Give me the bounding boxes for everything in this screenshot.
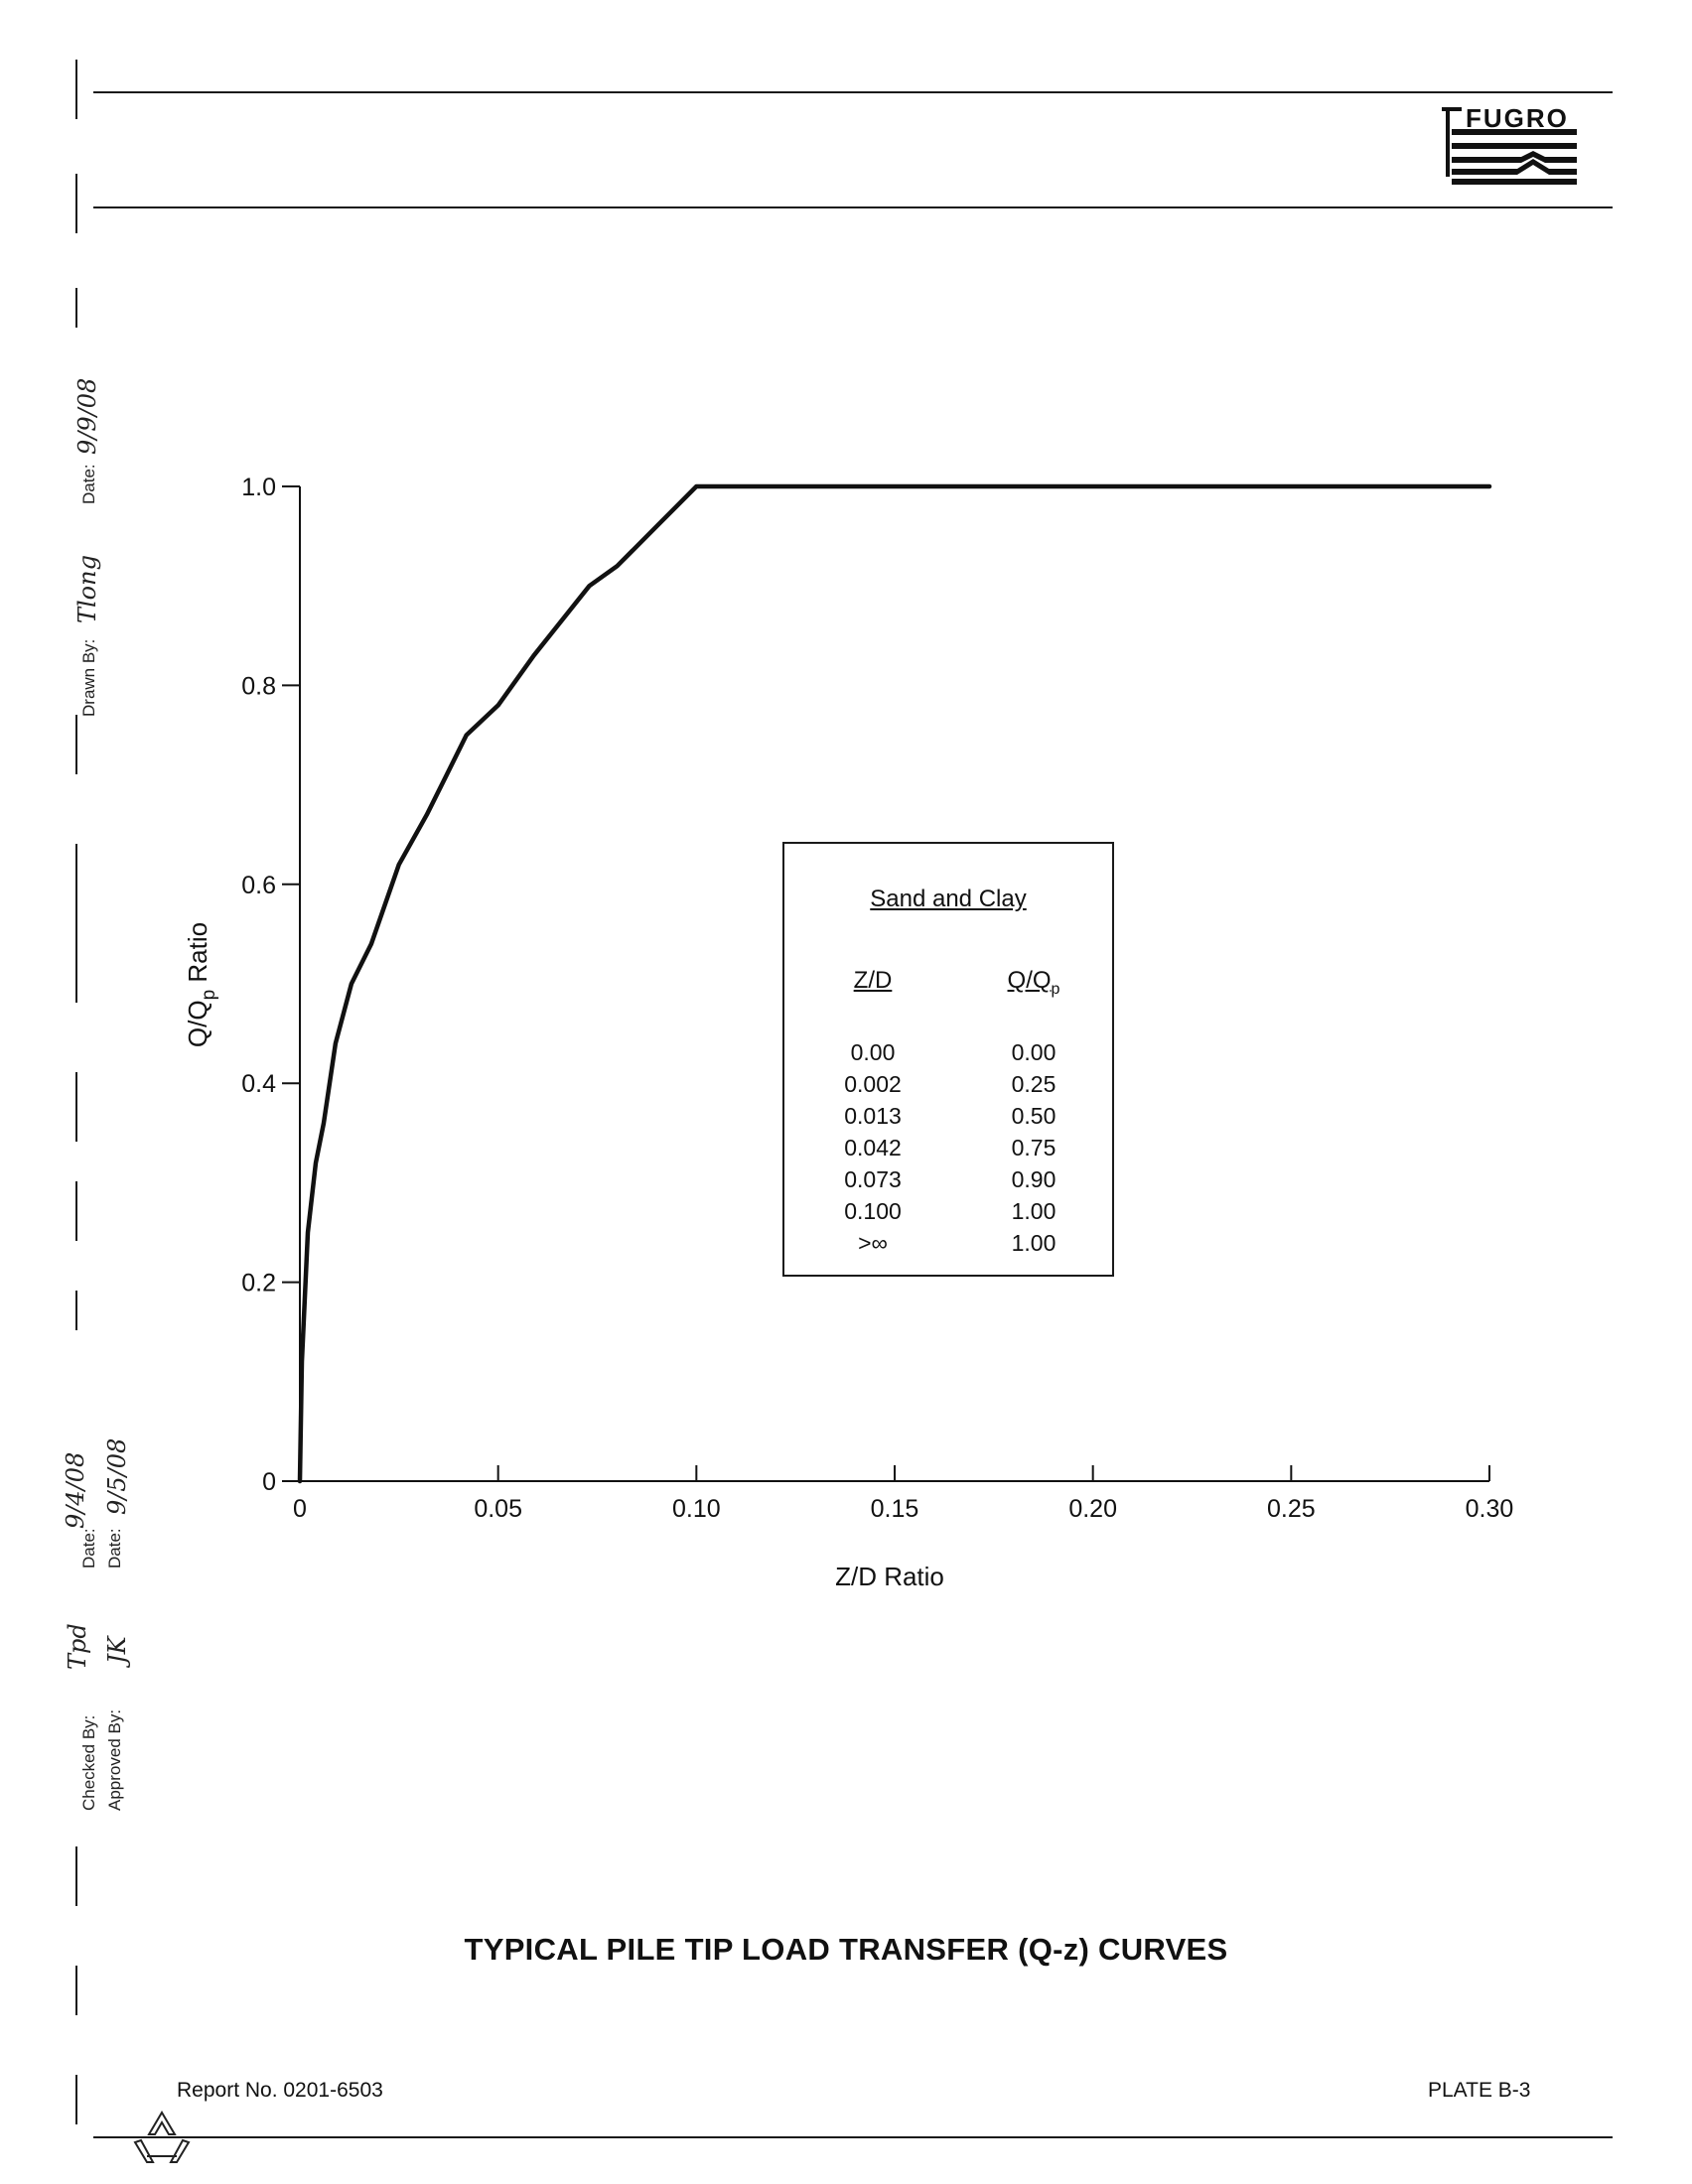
plate-title: TYPICAL PILE TIP LOAD TRANSFER (Q-z) CUR… (464, 1932, 1228, 1967)
margin-rule (75, 1846, 77, 1906)
x-tick-label: 0.20 (1068, 1495, 1117, 1523)
y-tick-label: 0.4 (241, 1070, 276, 1098)
legend-qqp-value: 1.00 (1011, 1198, 1057, 1224)
legend-head-qqp-main: Q/Q (1007, 967, 1052, 994)
y-axis-title: Q/Qp Ratio (183, 922, 219, 1047)
legend-head-zd: Z/D (853, 967, 893, 994)
x-tick-label: 0.25 (1267, 1495, 1316, 1523)
legend-zd-value: >∞ (858, 1230, 888, 1256)
legend-qqp-value: 1.00 (1011, 1230, 1057, 1256)
margin-rule (75, 715, 77, 774)
x-tick-label: 0.15 (871, 1495, 919, 1523)
legend-col-zd: 0.00 0.002 0.013 0.042 0.073 0.100 >∞ (818, 1036, 927, 1259)
approved-by-label: Approved By: (105, 1708, 124, 1811)
legend-qqp-value: 0.75 (1011, 1135, 1057, 1160)
legend-table: Sand and Clay Z/D Q/Qp 0.00 0.002 0.013 0.0… (782, 842, 1114, 1277)
logo-text: FUGRO (1466, 103, 1569, 133)
plate-number: PLATE B-3 (1428, 2079, 1531, 2102)
y-tick-label: 1.0 (241, 474, 276, 501)
margin-rule (75, 2075, 77, 2124)
margin-rule (75, 1181, 77, 1241)
recycle-icon (127, 2107, 197, 2166)
margin-rule (75, 1291, 77, 1330)
legend-head-qqp-sub: p (1051, 980, 1060, 998)
footer-rule (93, 2136, 1613, 2138)
chart-ticks: 0 0.05 0.10 0.15 0.20 0.25 0.30 0 0.2 0.4 0.6 0.8 1.… (241, 474, 1513, 1523)
margin-rule (75, 844, 77, 1003)
margin-rule (75, 1072, 77, 1142)
x-tick-label: 0 (293, 1495, 307, 1523)
legend-zd-value: 0.013 (844, 1103, 902, 1129)
header-bottom-rule (93, 206, 1613, 208)
y-axis-title-main: Q/Q (183, 1000, 212, 1047)
legend-zd-value: 0.002 (844, 1071, 902, 1097)
margin-rule (75, 288, 77, 328)
legend-qqp-value: 0.00 (1011, 1039, 1057, 1065)
y-tick-label: 0.6 (241, 872, 276, 899)
checked-by-label: Checked By: (79, 1714, 98, 1811)
margin-rule (75, 1966, 77, 2015)
legend-col-qqp: 0.00 0.25 0.50 0.75 0.90 1.00 1.00 (979, 1036, 1088, 1259)
y-axis-title-tail: Ratio (183, 922, 212, 990)
legend-qqp-value: 0.50 (1011, 1103, 1057, 1129)
legend-qqp-value: 0.90 (1011, 1166, 1057, 1192)
chart-series (297, 483, 1492, 1484)
report-number: Report No. 0201-6503 (177, 2079, 383, 2102)
x-tick-label: 0.30 (1466, 1495, 1514, 1523)
series-line (297, 483, 1492, 1484)
qz-chart: 0 0.05 0.10 0.15 0.20 0.25 0.30 0 0.2 0.4 0.6 0.8 1.… (183, 474, 1513, 1591)
y-tick-label: 0.2 (241, 1270, 276, 1297)
header-top-rule (93, 91, 1613, 93)
y-axis-title-sub: p (199, 990, 219, 1001)
y-tick-label: 0.8 (241, 672, 276, 700)
legend-zd-value: 0.042 (844, 1135, 902, 1160)
legend-zd-value: 0.100 (844, 1198, 902, 1224)
legend-zd-value: 0.073 (844, 1166, 902, 1192)
legend-zd-value: 0.00 (850, 1039, 896, 1065)
x-tick-label: 0.10 (672, 1495, 721, 1523)
x-axis-title: Z/D Ratio (835, 1562, 944, 1591)
margin-rule (75, 60, 77, 119)
margin-rule (75, 174, 77, 233)
legend-qqp-value: 0.25 (1011, 1071, 1057, 1097)
fugro-logo (1442, 99, 1577, 189)
legend-title: Sand and Clay (870, 886, 1027, 912)
legend-head-qqp: Q/Qp (979, 967, 1088, 999)
y-tick-label: 0 (262, 1468, 276, 1496)
x-tick-label: 0.05 (474, 1495, 522, 1523)
